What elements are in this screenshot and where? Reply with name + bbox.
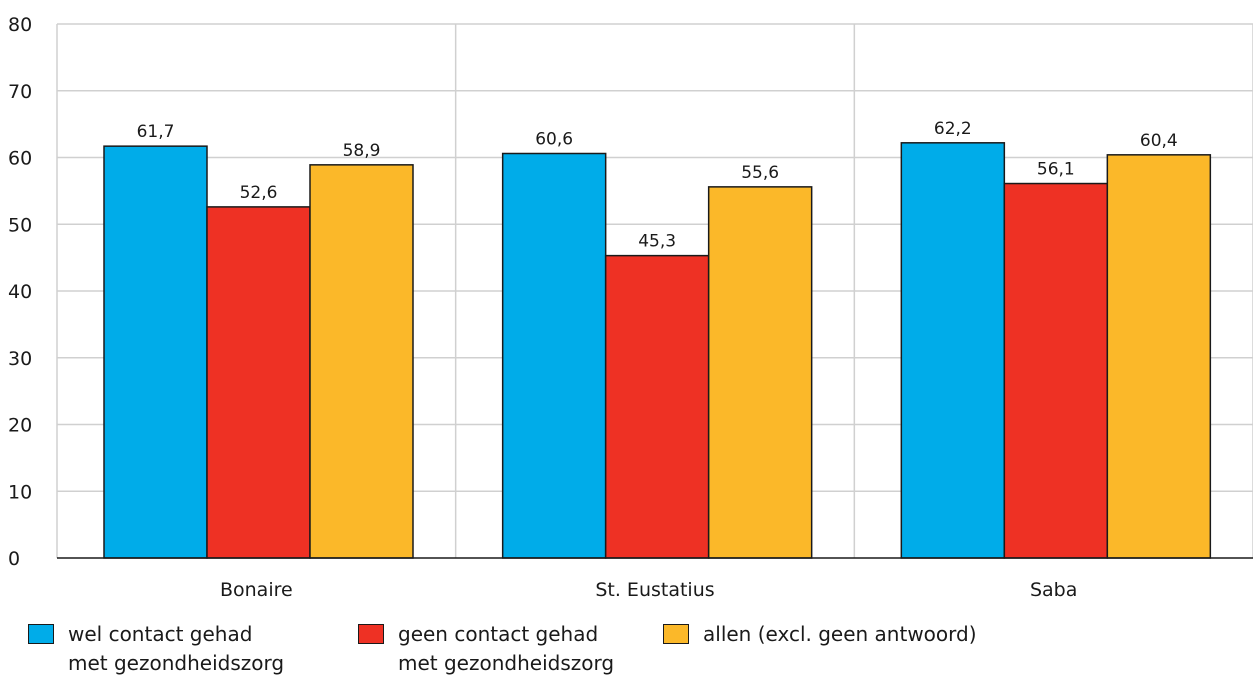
data-label: 61,7 (137, 122, 175, 142)
data-label: 60,4 (1140, 131, 1178, 151)
data-label: 52,6 (240, 183, 278, 203)
y-tick-label: 30 (8, 348, 32, 370)
legend-swatch-wel-contact (28, 624, 54, 644)
bar (900, 142, 1006, 559)
bar (707, 186, 813, 559)
y-tick-label: 70 (8, 81, 32, 103)
x-category-label: Bonaire (220, 579, 293, 601)
bar (206, 206, 311, 559)
legend-item-wel-contact: wel contact gehad met gezondheidszorg (28, 620, 284, 678)
y-tick-label: 50 (8, 214, 32, 236)
data-label: 62,2 (934, 119, 972, 139)
legend-item-allen: allen (excl. geen antwoord) (663, 620, 977, 649)
bar (501, 152, 607, 559)
data-label: 45,3 (638, 232, 676, 252)
data-label: 56,1 (1037, 160, 1075, 180)
legend: wel contact gehad met gezondheidszorg ge… (28, 620, 1248, 682)
bars (103, 142, 1212, 559)
legend-item-geen-contact: geen contact gehad met gezondheidszorg (358, 620, 614, 678)
bar-chart: 0 10 20 30 40 50 60 70 80 61,7 52,6 58,9 60,6 45,3 55… (8, 14, 1253, 601)
y-tick-label: 20 (8, 415, 32, 437)
bar (103, 145, 208, 559)
legend-swatch-geen-contact (358, 624, 384, 644)
y-tick-label: 60 (8, 148, 32, 170)
bar (1106, 154, 1212, 559)
data-labels: 61,7 52,6 58,9 60,6 45,3 55,6 62,2 56,1 60,4 (137, 119, 1178, 252)
bar (604, 254, 710, 559)
x-category-label: St. Eustatius (595, 579, 714, 601)
y-tick-label: 10 (8, 481, 32, 503)
legend-label-geen-contact: geen contact gehad met gezondheidszorg (398, 622, 615, 675)
bar (309, 164, 414, 559)
legend-label-allen: allen (excl. geen antwoord) (703, 622, 977, 646)
x-axis-labels: Bonaire St. Eustatius Saba (220, 579, 1077, 601)
y-axis-ticks: 0 10 20 30 40 50 60 70 80 (8, 14, 32, 570)
data-label: 58,9 (343, 141, 381, 161)
y-tick-label: 80 (8, 14, 32, 36)
legend-swatch-allen (663, 624, 689, 644)
y-tick-label: 0 (8, 548, 20, 570)
y-tick-label: 40 (8, 281, 32, 303)
bar (1003, 182, 1109, 559)
data-label: 60,6 (535, 129, 573, 149)
legend-label-wel-contact: wel contact gehad met gezondheidszorg (68, 622, 285, 675)
x-category-label: Saba (1030, 579, 1077, 601)
data-label: 55,6 (741, 163, 779, 183)
